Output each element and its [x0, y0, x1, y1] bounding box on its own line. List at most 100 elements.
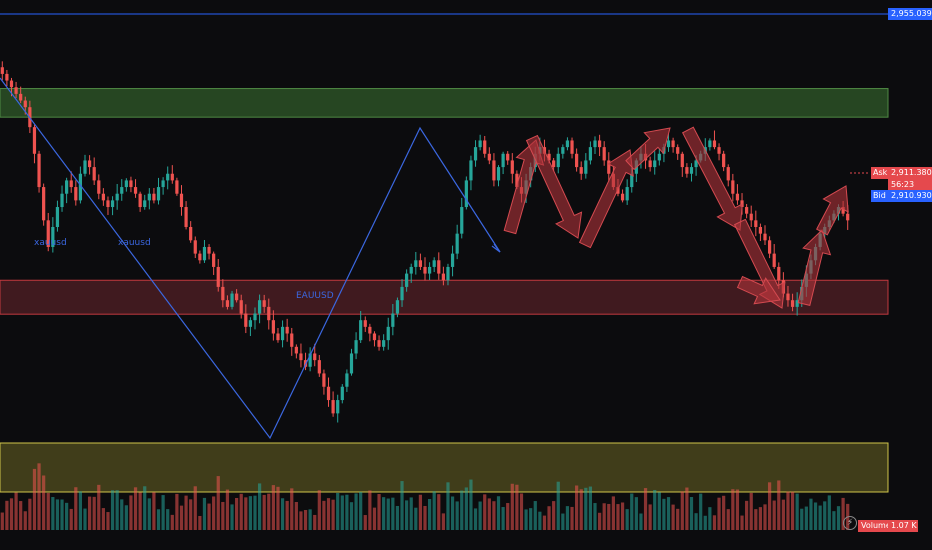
volume-bar — [800, 508, 804, 530]
volume-bar — [193, 486, 197, 530]
blue-arrow-head — [491, 243, 501, 253]
volume-bar — [235, 497, 239, 530]
candle-body — [841, 207, 845, 214]
candle-body — [460, 207, 464, 234]
lightning-icon[interactable]: ⚡ — [843, 516, 857, 530]
volume-bar — [166, 509, 170, 530]
candle-body — [473, 147, 478, 161]
volume-bar — [809, 498, 813, 530]
volume-bar — [32, 468, 37, 530]
candle-body — [175, 180, 179, 194]
volume-bar — [561, 513, 565, 530]
volume-bar — [313, 514, 317, 530]
volume-bar — [336, 492, 340, 530]
volume-bar — [772, 500, 776, 530]
volume-bar — [579, 489, 583, 530]
volume-bar — [405, 500, 409, 530]
candle-body — [290, 333, 294, 347]
volume-bar — [207, 503, 211, 530]
candle-body — [345, 373, 349, 387]
candle-body — [648, 160, 652, 168]
volume-bar — [253, 495, 257, 530]
volume-bar — [437, 494, 441, 530]
volume-bar — [432, 491, 436, 530]
candle-body — [722, 153, 726, 168]
candle-body — [101, 193, 105, 201]
volume-bar — [418, 494, 423, 530]
candle-body — [51, 227, 55, 247]
candle-body — [212, 253, 216, 267]
volume-bar — [78, 491, 83, 530]
volume-bar — [216, 476, 220, 530]
candle-body — [786, 293, 790, 301]
candle-body — [570, 140, 574, 154]
candle-body — [735, 193, 740, 201]
volume-bar — [464, 487, 468, 530]
candle-body — [253, 313, 257, 321]
volume-bar — [138, 492, 142, 530]
volume-bar — [515, 484, 519, 530]
volume-bar — [643, 488, 648, 530]
candle-body — [469, 160, 473, 181]
volume-bar — [65, 502, 69, 530]
candle-body — [280, 326, 285, 341]
volume-bar — [423, 505, 427, 530]
volume-bar — [533, 501, 537, 530]
candle-body — [795, 300, 799, 307]
candle-body — [386, 326, 390, 341]
candle-body — [55, 207, 60, 227]
candle-body — [326, 386, 331, 401]
volume-bar — [221, 501, 225, 530]
candle-body — [607, 160, 611, 174]
volume-bar — [106, 512, 110, 530]
volume-bar — [239, 493, 243, 530]
candle-body — [133, 187, 138, 194]
volume-bar — [170, 514, 174, 530]
candle-body — [5, 73, 9, 81]
candle-body — [189, 227, 193, 241]
candle-body — [620, 193, 625, 201]
volume-bar — [501, 507, 505, 530]
candle-body — [772, 253, 776, 267]
ask-label: Ask — [871, 167, 888, 179]
candle-body — [138, 193, 142, 208]
candle-body — [625, 187, 629, 201]
symbol-label-3: EAUUSD — [296, 291, 334, 301]
volume-bar — [804, 506, 808, 530]
volume-bar — [487, 498, 491, 530]
candle-body — [593, 140, 597, 148]
candle-body — [602, 147, 606, 161]
zigzag-arrow-4 — [625, 127, 671, 171]
candle-body — [262, 300, 266, 307]
candle-body — [221, 286, 225, 301]
volume-bar — [42, 475, 46, 530]
volume-bar — [202, 497, 207, 530]
candle-body — [506, 153, 510, 161]
candle-body — [666, 140, 671, 148]
volume-bar — [455, 501, 459, 530]
volume-bar — [547, 506, 551, 530]
candle-body — [207, 246, 211, 254]
volume-bar — [648, 504, 652, 530]
volume-bar — [414, 507, 418, 530]
candle-body — [391, 313, 395, 327]
zigzag-arrow-9 — [816, 185, 849, 236]
volume-bar — [708, 507, 712, 530]
candle-body — [368, 326, 372, 334]
volume-bar — [395, 505, 400, 530]
ask-price-tag: 2,911.380 — [888, 167, 932, 179]
candle-body — [87, 160, 92, 168]
volume-bar — [699, 493, 703, 530]
volume-bar — [189, 499, 193, 530]
volume-bar — [391, 497, 395, 530]
volume-bar — [303, 509, 308, 530]
volume-bar — [230, 504, 234, 530]
candle-body — [501, 153, 505, 168]
volume-bar — [506, 503, 510, 530]
candle-body — [336, 400, 340, 414]
candle-body — [124, 180, 128, 188]
volume-bar — [276, 486, 280, 530]
volume-bar — [712, 515, 717, 530]
candle-body — [19, 93, 23, 101]
